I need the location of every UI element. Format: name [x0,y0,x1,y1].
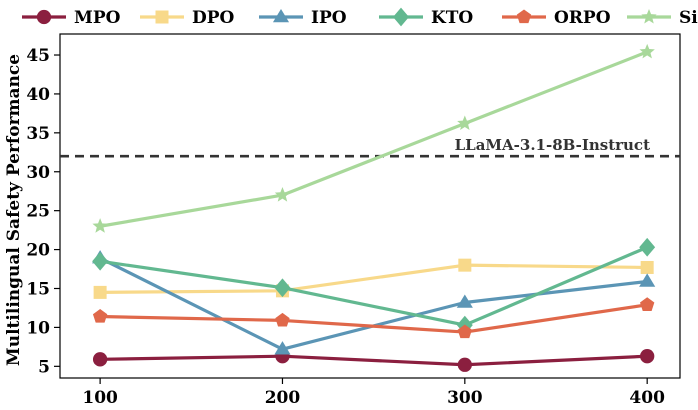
plot-frame [59,33,681,379]
legend-item-kto: KTO [379,7,473,28]
data-point-mpo [640,349,655,364]
legend-marker [272,8,290,23]
series-line-orpo [100,303,648,334]
legend-marker [393,7,409,27]
reference-line-label: LLaMA-3.1-8B-Instruct [455,136,650,154]
series-group [92,43,656,372]
legend-item-mpo: MPO [22,8,121,28]
legend-marker [516,9,532,24]
data-point-ipo [456,294,473,308]
series-orpo [92,297,655,339]
data-point-simpo [639,43,655,59]
y-tick-label: 35 [26,124,50,144]
legend: MPO DPO IPO KTO ORPO SimPO [22,7,698,28]
x-tick-label: 300 [447,388,483,408]
legend-label: ORPO [554,8,611,28]
data-point-kto [274,278,291,298]
legend-label: KTO [431,8,473,28]
y-tick-label: 10 [26,318,50,338]
x-tick-label: 200 [265,388,301,408]
series-simpo [92,43,655,233]
legend-marker [641,8,657,24]
x-axis: 100 200 300 400 [82,378,665,408]
legend-marker [36,9,52,25]
y-tick-label: 45 [26,46,50,66]
y-tick-label: 40 [26,85,50,105]
y-tick-label: 5 [38,357,50,377]
legend-label: SimPO [679,8,698,28]
series-line-kto [99,245,648,327]
data-point-ipo [639,273,656,287]
legend-label: DPO [192,8,235,28]
data-point-mpo [457,357,472,372]
reference-line-group: LLaMA-3.1-8B-Instruct [60,136,680,158]
legend-item-orpo: ORPO [502,8,611,28]
data-point-mpo [92,352,108,367]
series-line-simpo [99,50,648,228]
series-mpo [92,349,655,372]
legend-item-ipo: IPO [259,8,347,28]
x-tick-label: 100 [82,388,118,408]
data-point-dpo [93,285,107,299]
y-tick-label: 30 [26,163,50,183]
data-point-simpo [457,115,473,131]
legend-marker [155,10,169,24]
series-line-mpo [100,354,648,367]
y-axis-label: Multilingual Safety Performance [4,54,24,366]
series-kto [92,237,656,335]
legend-label: MPO [74,8,121,28]
y-axis: 5 10 15 20 25 30 35 40 45 [26,46,60,377]
data-point-orpo [457,324,472,339]
y-tick-label: 20 [26,241,50,261]
data-point-simpo [274,187,291,202]
data-point-kto [639,237,656,257]
legend-item-dpo: DPO [140,8,235,28]
data-point-dpo [640,260,654,274]
legend-item-simpo: SimPO [627,8,698,28]
legend-label: IPO [311,8,347,28]
data-point-orpo [92,308,108,323]
x-tick-label: 400 [629,388,665,408]
y-tick-label: 15 [26,279,50,299]
data-point-dpo [458,258,472,272]
data-point-orpo [640,297,655,311]
data-point-ipo [274,341,291,355]
y-tick-label: 25 [26,202,50,222]
data-point-orpo [275,312,290,327]
data-point-simpo [92,218,108,233]
series-line-dpo [100,263,648,294]
data-point-kto [92,251,109,271]
